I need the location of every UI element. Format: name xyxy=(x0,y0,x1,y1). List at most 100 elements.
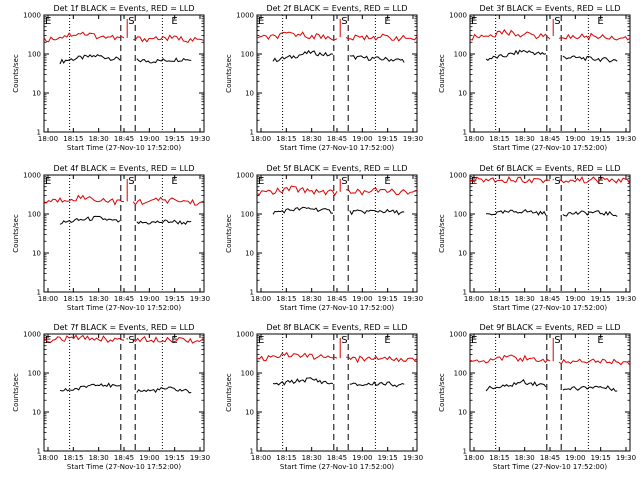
x-tick-label: 18:15 xyxy=(276,454,296,462)
event-marker-label: E xyxy=(597,335,603,346)
plot-panel: Det 9f BLACK = Events, RED = LLD 1 10 100 10… xyxy=(438,323,636,471)
x-tick-label: 18:45 xyxy=(114,295,134,303)
y-tick-label: 1000 xyxy=(236,331,254,339)
y-tick-label: 10 xyxy=(245,90,254,98)
x-tick-label: 19:15 xyxy=(378,454,398,462)
x-tick-label: 18:45 xyxy=(327,135,347,143)
plot-panel: Det 6f BLACK = Events, RED = LLD 1 10 100 10… xyxy=(438,164,636,312)
y-tick-label: 1000 xyxy=(449,172,467,180)
x-tick-label: 19:00 xyxy=(565,135,585,143)
plot-title: Det 9f BLACK = Events, RED = LLD xyxy=(479,323,620,332)
plot-frame xyxy=(469,174,631,293)
x-tick-label: 19:30 xyxy=(190,135,210,143)
y-axis-label: Counts/sec xyxy=(438,373,446,412)
x-axis-label: Start Time (27-Nov-10 17:52:00) xyxy=(493,144,607,152)
y-tick-label: 1 xyxy=(463,129,467,137)
plot-title: Det 3f BLACK = Events, RED = LLD xyxy=(479,4,620,13)
series-lld-line xyxy=(44,194,205,206)
plot-frame xyxy=(256,333,418,452)
x-tick-label: 19:15 xyxy=(591,454,611,462)
x-tick-label: 18:15 xyxy=(489,454,509,462)
y-tick-label: 100 xyxy=(28,211,41,219)
event-marker-label: S xyxy=(128,16,134,27)
x-tick-label: 18:30 xyxy=(302,295,322,303)
series-events-line xyxy=(59,382,192,394)
series-events-line xyxy=(59,215,192,225)
event-marker-label: S xyxy=(341,176,347,187)
plot-frame xyxy=(43,14,205,133)
event-marker-label: E xyxy=(171,16,177,27)
event-marker-label: E xyxy=(597,176,603,187)
x-tick-label: 18:15 xyxy=(63,454,83,462)
plot-panel: Det 5f BLACK = Events, RED = LLD 1 10 100 10… xyxy=(225,164,423,312)
x-axis-label: Start Time (27-Nov-10 17:52:00) xyxy=(280,463,394,471)
plot-frame xyxy=(469,333,631,452)
plot-title: Det 5f BLACK = Events, RED = LLD xyxy=(266,164,407,173)
event-marker-label: E xyxy=(384,335,390,346)
series-events-line xyxy=(272,377,405,388)
x-tick-label: 18:15 xyxy=(276,135,296,143)
series-events-line xyxy=(59,54,192,65)
x-tick-label: 19:00 xyxy=(352,295,372,303)
x-tick-label: 18:30 xyxy=(89,135,109,143)
x-tick-label: 19:15 xyxy=(591,135,611,143)
x-tick-label: 18:45 xyxy=(327,454,347,462)
series-events-line xyxy=(485,49,618,63)
x-tick-label: 19:15 xyxy=(165,135,185,143)
y-tick-label: 1000 xyxy=(23,12,41,20)
x-tick-label: 18:00 xyxy=(464,135,484,143)
x-tick-label: 19:00 xyxy=(352,454,372,462)
plot-panel: Det 1f BLACK = Events, RED = LLD 1 10 100 10… xyxy=(12,4,210,152)
y-tick-label: 10 xyxy=(458,409,467,417)
x-tick-label: 19:00 xyxy=(139,454,159,462)
x-tick-label: 18:15 xyxy=(63,295,83,303)
plot-frame xyxy=(43,333,205,452)
event-marker-label: S xyxy=(341,335,347,346)
x-tick-label: 18:00 xyxy=(464,454,484,462)
x-tick-label: 19:30 xyxy=(403,454,423,462)
event-marker-label: E xyxy=(45,335,51,346)
y-tick-label: 10 xyxy=(458,90,467,98)
x-tick-label: 18:15 xyxy=(489,135,509,143)
y-tick-label: 1 xyxy=(37,129,41,137)
y-tick-label: 100 xyxy=(454,51,467,59)
plot-panel: Det 2f BLACK = Events, RED = LLD 1 10 100 10… xyxy=(225,4,423,152)
x-tick-label: 18:15 xyxy=(63,135,83,143)
x-tick-label: 18:30 xyxy=(302,135,322,143)
series-events-line xyxy=(486,209,618,217)
y-tick-label: 100 xyxy=(28,51,41,59)
series-lld-line xyxy=(256,351,418,364)
y-tick-label: 1000 xyxy=(449,331,467,339)
plot-frame xyxy=(469,14,631,133)
x-tick-label: 19:30 xyxy=(403,295,423,303)
y-tick-label: 1 xyxy=(37,448,41,456)
y-axis-label: Counts/sec xyxy=(225,214,233,253)
x-tick-label: 18:15 xyxy=(276,295,296,303)
plot-title: Det 7f BLACK = Events, RED = LLD xyxy=(53,323,194,332)
x-tick-label: 19:30 xyxy=(616,454,636,462)
y-tick-label: 10 xyxy=(32,409,41,417)
x-axis-label: Start Time (27-Nov-10 17:52:00) xyxy=(280,144,394,152)
x-tick-label: 19:30 xyxy=(190,454,210,462)
x-tick-label: 19:30 xyxy=(190,295,210,303)
x-tick-label: 18:00 xyxy=(251,135,271,143)
y-tick-label: 1000 xyxy=(236,172,254,180)
y-tick-label: 1 xyxy=(250,289,254,297)
series-lld-line xyxy=(469,354,631,366)
y-tick-label: 1 xyxy=(37,289,41,297)
event-marker-label: E xyxy=(471,16,477,27)
event-marker-label: S xyxy=(554,335,560,346)
y-tick-label: 10 xyxy=(32,90,41,98)
event-marker-label: E xyxy=(258,335,264,346)
x-tick-label: 19:30 xyxy=(616,135,636,143)
y-tick-label: 1000 xyxy=(449,12,467,20)
y-tick-label: 1 xyxy=(250,129,254,137)
plot-title: Det 6f BLACK = Events, RED = LLD xyxy=(479,164,620,173)
plot-panel: Det 3f BLACK = Events, RED = LLD 1 10 100 10… xyxy=(438,4,636,152)
event-marker-label: S xyxy=(554,16,560,27)
plot-frame xyxy=(256,14,418,133)
event-marker-label: S xyxy=(341,16,347,27)
y-axis-label: Counts/sec xyxy=(225,373,233,412)
x-axis-label: Start Time (27-Nov-10 17:52:00) xyxy=(280,304,394,312)
series-lld-line xyxy=(469,176,631,185)
